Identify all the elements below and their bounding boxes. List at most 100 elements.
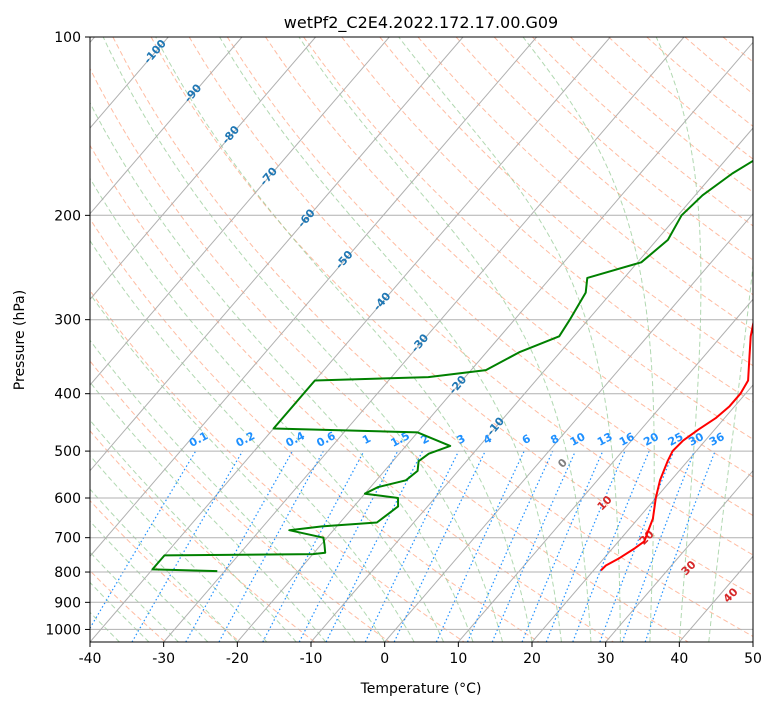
- moist-adiabat: [90, 551, 179, 642]
- moist-adiabat: [90, 419, 297, 642]
- mixing-ratio-line: [644, 450, 716, 642]
- x-tick-label: 10: [449, 651, 467, 667]
- y-tick-label: 800: [54, 565, 81, 581]
- moist-adiabat: [708, 260, 753, 642]
- dry-adiabat: [90, 289, 465, 642]
- dry-adiabat: [455, 37, 753, 296]
- dry-adiabat: [90, 499, 241, 642]
- moist-adiabat: [90, 293, 386, 642]
- mixing-ratio-line: [572, 450, 650, 642]
- dry-adiabat: [646, 37, 753, 127]
- mixing-ratio-line: [599, 450, 675, 642]
- mixing-ratio-label: 0.6: [314, 429, 338, 450]
- mixing-ratio-line: [545, 450, 626, 642]
- x-tick-label: 0: [380, 651, 389, 667]
- mixing-ratio-label: 13: [595, 430, 615, 449]
- chart-title: wetPf2_C2E4.2022.172.17.00.G09: [284, 13, 558, 33]
- moist-adiabat: [102, 37, 503, 642]
- moist-adiabat: [155, 37, 533, 642]
- moist-adiabat: [655, 37, 702, 642]
- y-tick-label: 500: [54, 444, 81, 460]
- isotherm-line: [90, 37, 243, 215]
- temperature-profile: [600, 319, 753, 572]
- mixing-ratio-label: 1: [360, 432, 373, 447]
- mixing-ratio-line: [621, 450, 695, 642]
- dry-adiabat: [379, 37, 753, 367]
- x-tick-label: -10: [300, 651, 323, 667]
- dry-adiabat: [684, 37, 753, 95]
- dry-adiabat: [90, 67, 689, 642]
- x-axis: -40 -30 -20 -10 0 10 20 30 40 50: [79, 642, 762, 667]
- mixing-ratio-label: 0.2: [234, 429, 257, 450]
- mixing-ratio-label: 0.1: [187, 429, 210, 450]
- dry-adiabat: [761, 37, 775, 642]
- dry-adiabat: [90, 360, 390, 642]
- dry-adiabat: [90, 218, 540, 642]
- moist-adiabat: [90, 177, 445, 642]
- moist-adiabat: [90, 381, 327, 642]
- y-tick-label: 100: [54, 30, 81, 46]
- isotherm-line: [163, 37, 685, 642]
- dry-adiabat: [90, 144, 614, 642]
- x-tick-label: 30: [597, 651, 615, 667]
- moist-adiabat: [90, 101, 474, 642]
- moist-adiabat: [522, 37, 655, 642]
- isoline-labels: -100-90-80-70-60-50-40-30-20-100.1 0.2 0.4…: [141, 37, 741, 605]
- isotherm-line: [678, 555, 753, 642]
- dry-adiabat: [188, 37, 753, 556]
- moist-adiabat: [90, 454, 268, 642]
- mixing-ratio-line: [364, 450, 460, 642]
- mixing-ratio-line: [466, 450, 554, 642]
- mixing-ratio-line: [491, 450, 576, 642]
- moist-adiabat: [398, 37, 621, 642]
- x-tick-label: 20: [523, 651, 541, 667]
- dry-adiabat: [150, 37, 753, 596]
- y-tick-label: 400: [54, 387, 81, 403]
- isotherm-line: [90, 37, 464, 472]
- x-tick-label: 40: [670, 651, 688, 667]
- moist-adiabat-label: 10: [595, 493, 615, 513]
- x-tick-label: 50: [744, 651, 762, 667]
- y-tick-label: 200: [54, 208, 81, 224]
- dry-adiabat: [722, 37, 753, 63]
- dry-adiabat: [265, 37, 753, 478]
- isotherm-line: [90, 37, 316, 301]
- isotherm-line: [90, 37, 537, 558]
- y-tick-label: 300: [54, 313, 81, 329]
- pressure-gridlines: [90, 37, 753, 630]
- x-tick-label: -20: [226, 651, 249, 667]
- profile-lines: [151, 159, 753, 573]
- dry-adiabat: [532, 37, 753, 227]
- dry-adiabat: [90, 430, 316, 642]
- mixing-ratio-line: [521, 450, 604, 642]
- mixing-ratio-label: 3: [455, 432, 468, 447]
- y-axis: 100 200 300 400 500 600 700 800 900 1000: [45, 30, 90, 638]
- mixing-ratio-label: 16: [617, 430, 637, 449]
- moist-adiabat: [90, 520, 209, 642]
- mixing-ratio-line: [262, 450, 365, 642]
- mixing-ratio-line: [185, 450, 294, 642]
- mixing-ratio-label: 0.4: [284, 429, 308, 450]
- plot-frame: [89, 36, 754, 643]
- x-tick-label: -40: [79, 651, 102, 667]
- mixing-ratio-line: [325, 450, 424, 642]
- isotherm-line: [384, 212, 753, 642]
- background-lines: [90, 37, 775, 642]
- isotherm-line: [90, 37, 390, 386]
- y-tick-label: 600: [54, 491, 81, 507]
- x-tick-label: -30: [152, 651, 175, 667]
- mixing-ratio-line: [218, 450, 324, 642]
- moist-adiabat: [219, 37, 562, 642]
- mixing-ratio-label: 10: [568, 430, 588, 449]
- isotherm-line: [531, 384, 753, 642]
- isotherm-line: [605, 469, 753, 642]
- dry-adiabat: [303, 37, 753, 440]
- mixing-ratio-label: 20: [641, 430, 661, 449]
- dewpoint-profile: [151, 159, 753, 573]
- isotherm-line: [90, 37, 611, 642]
- moist-adiabat: [90, 339, 356, 642]
- moist-adiabat: [298, 37, 592, 642]
- y-tick-label: 700: [54, 531, 81, 547]
- isotherm-line: [310, 127, 753, 642]
